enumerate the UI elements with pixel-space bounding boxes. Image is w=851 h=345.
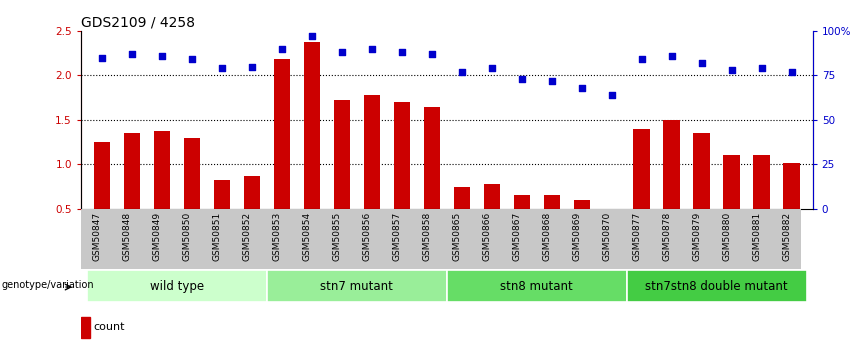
Bar (694, 133, 710, 253)
Bar (243, 176, 260, 253)
Bar (94, 142, 110, 253)
Point (275, 46, 288, 51)
Bar (544, 195, 560, 253)
Bar (123, 133, 140, 253)
Bar (184, 138, 200, 253)
Text: GSM50866: GSM50866 (483, 212, 492, 261)
Text: GSM50856: GSM50856 (363, 212, 372, 261)
Point (125, 51, 139, 57)
Text: GSM50851: GSM50851 (213, 212, 222, 261)
Text: GSM50855: GSM50855 (333, 212, 342, 261)
Bar (214, 180, 230, 253)
Bar (273, 59, 290, 253)
Text: genotype/variation: genotype/variation (2, 280, 94, 289)
Bar (784, 162, 800, 253)
Point (785, 69, 798, 75)
Bar (81, 317, 90, 338)
Text: GSM50882: GSM50882 (783, 212, 791, 261)
Bar (363, 95, 380, 253)
Point (305, 33, 318, 39)
Point (515, 76, 528, 82)
Point (665, 53, 678, 59)
Text: GSM50865: GSM50865 (453, 212, 462, 261)
Bar (334, 100, 350, 253)
Text: GSM50850: GSM50850 (183, 212, 191, 261)
Text: GSM50881: GSM50881 (753, 212, 762, 261)
Point (245, 64, 259, 69)
Point (215, 66, 229, 71)
Text: GSM50878: GSM50878 (663, 212, 671, 261)
Text: GSM50847: GSM50847 (93, 212, 102, 261)
Bar (626, 270, 807, 302)
Bar (483, 184, 500, 253)
Text: GSM50848: GSM50848 (123, 212, 132, 261)
Text: stn7stn8 double mutant: stn7stn8 double mutant (645, 280, 788, 293)
Point (185, 57, 198, 62)
Bar (267, 270, 447, 302)
Point (365, 46, 379, 51)
Text: GSM50853: GSM50853 (273, 212, 282, 261)
Bar (454, 187, 470, 253)
Point (725, 67, 739, 73)
Bar (304, 42, 320, 253)
Text: GSM50877: GSM50877 (633, 212, 642, 261)
Point (545, 78, 558, 83)
Bar (723, 155, 740, 253)
Point (335, 50, 349, 55)
Text: GSM50868: GSM50868 (543, 212, 551, 261)
Bar (753, 155, 770, 253)
Point (695, 60, 709, 66)
Bar (633, 129, 650, 253)
Point (155, 53, 168, 59)
Point (575, 85, 589, 91)
Text: count: count (94, 322, 125, 332)
Point (755, 66, 768, 71)
Bar (424, 107, 440, 253)
Text: stn8 mutant: stn8 mutant (500, 280, 573, 293)
Point (95, 55, 109, 60)
Text: GSM50852: GSM50852 (243, 212, 252, 261)
Text: GSM50869: GSM50869 (573, 212, 582, 261)
Text: GSM50870: GSM50870 (603, 212, 612, 261)
Text: GSM50854: GSM50854 (303, 212, 311, 261)
Text: GSM50879: GSM50879 (693, 212, 702, 261)
Bar (87, 270, 267, 302)
Point (395, 50, 408, 55)
Bar (153, 130, 170, 253)
Bar (393, 102, 410, 253)
Text: stn7 mutant: stn7 mutant (320, 280, 393, 293)
Text: GDS2109 / 4258: GDS2109 / 4258 (81, 16, 195, 30)
Bar (513, 195, 530, 253)
Point (455, 69, 469, 75)
Text: wild type: wild type (150, 280, 204, 293)
Bar (574, 200, 590, 253)
Point (485, 66, 499, 71)
Text: GSM50849: GSM50849 (153, 212, 162, 261)
Text: GSM50857: GSM50857 (393, 212, 402, 261)
Bar (664, 120, 680, 253)
Text: GSM50858: GSM50858 (423, 212, 431, 261)
Text: GSM50880: GSM50880 (722, 212, 732, 261)
Bar (447, 270, 626, 302)
Point (635, 57, 648, 62)
Point (605, 92, 619, 98)
Text: GSM50867: GSM50867 (513, 212, 522, 261)
Point (425, 51, 438, 57)
Bar (603, 209, 620, 253)
